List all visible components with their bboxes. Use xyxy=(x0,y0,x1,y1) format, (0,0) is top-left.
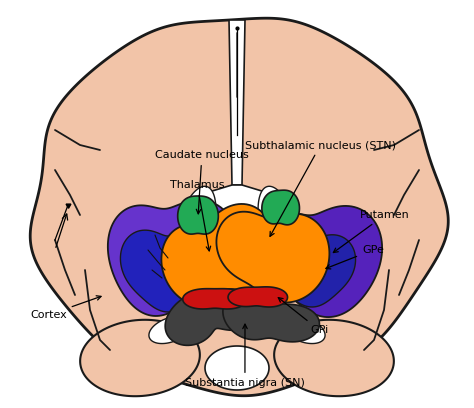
Polygon shape xyxy=(165,289,264,345)
Polygon shape xyxy=(30,18,448,396)
Polygon shape xyxy=(80,320,200,396)
Polygon shape xyxy=(199,185,275,217)
Text: GPe: GPe xyxy=(326,245,384,269)
Polygon shape xyxy=(283,317,325,344)
Polygon shape xyxy=(108,200,237,316)
Polygon shape xyxy=(161,204,274,306)
Text: Putamen: Putamen xyxy=(333,210,410,253)
Text: Cortex: Cortex xyxy=(30,296,101,320)
Polygon shape xyxy=(120,230,216,312)
Text: Caudate nucleus: Caudate nucleus xyxy=(155,150,249,214)
Polygon shape xyxy=(217,212,329,303)
Polygon shape xyxy=(223,290,319,342)
Polygon shape xyxy=(228,287,288,307)
Polygon shape xyxy=(229,20,245,185)
Text: Thalamus: Thalamus xyxy=(170,180,225,251)
Polygon shape xyxy=(174,186,216,274)
Text: Substantia nigra (SN): Substantia nigra (SN) xyxy=(185,324,305,388)
Polygon shape xyxy=(205,346,269,390)
Polygon shape xyxy=(183,289,247,309)
Polygon shape xyxy=(258,186,300,274)
Polygon shape xyxy=(149,317,191,344)
Polygon shape xyxy=(262,190,300,225)
Polygon shape xyxy=(249,206,382,317)
Polygon shape xyxy=(274,320,394,396)
Polygon shape xyxy=(268,235,356,307)
Text: GPi: GPi xyxy=(278,297,328,335)
Text: Subthalamic nucleus (STN): Subthalamic nucleus (STN) xyxy=(245,140,396,236)
Polygon shape xyxy=(178,196,219,234)
